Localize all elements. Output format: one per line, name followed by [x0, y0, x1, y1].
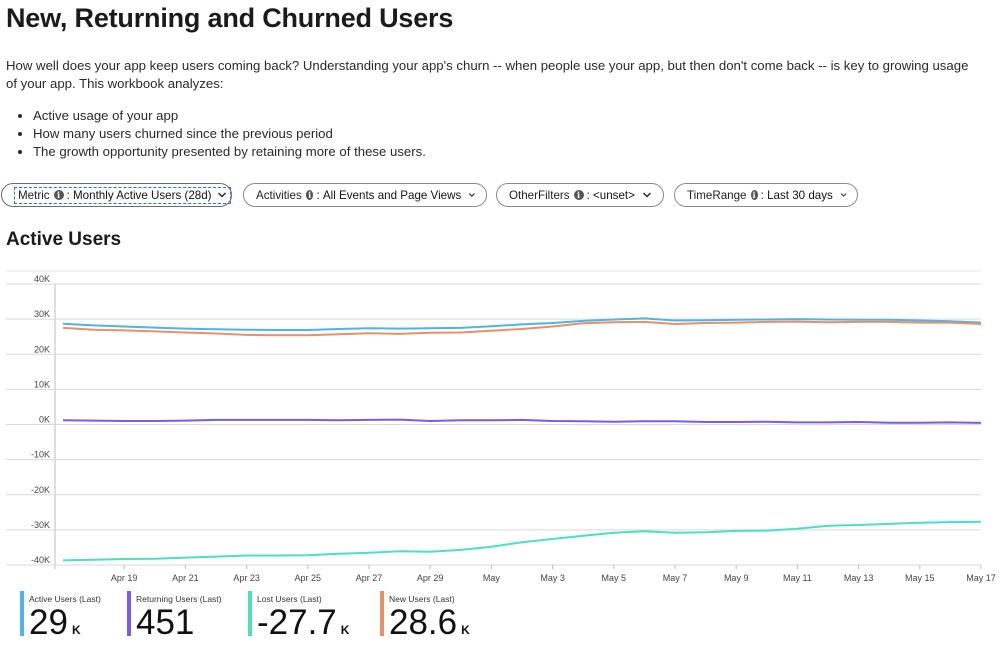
tile-color-bar: [20, 591, 24, 636]
x-tick-label: May 7: [663, 573, 688, 583]
x-tick-label: Apr 27: [356, 573, 383, 583]
otherfilters-parameter-dropdown[interactable]: OtherFilters i : <unset>: [496, 183, 664, 207]
returning-users-tile[interactable]: Returning Users (Last) 451: [127, 591, 245, 643]
activities-parameter-dropdown[interactable]: Activities i : All Events and Page Views: [243, 183, 487, 207]
tile-color-bar: [248, 591, 252, 636]
active-users-series-line: [62, 317, 982, 331]
lost-users-tile[interactable]: Lost Users (Last) -27.7 K: [248, 591, 378, 643]
lost-users-series-line: [62, 520, 982, 562]
tile-label: Returning Users (Last): [136, 594, 222, 604]
y-tick-label: 30K: [34, 309, 50, 319]
x-tick-label: May 15: [905, 573, 935, 583]
y-tick-label: -40K: [31, 555, 50, 565]
chevron-down-icon: [642, 192, 651, 198]
parameter-name: TimeRange: [687, 188, 747, 202]
section-title: Active Users: [6, 229, 122, 250]
tile-label: New Users (Last): [389, 594, 455, 604]
tile-unit: K: [461, 623, 470, 637]
info-icon[interactable]: i: [573, 190, 584, 200]
info-icon[interactable]: i: [305, 190, 314, 200]
active-users-tile[interactable]: Active Users (Last) 29 K: [20, 591, 125, 643]
chevron-down-icon: [217, 192, 226, 198]
parameter-name: Activities: [256, 188, 302, 202]
x-tick-label: May 5: [602, 573, 627, 583]
tile-unit: K: [340, 623, 350, 637]
chevron-down-icon: [469, 193, 476, 197]
y-tick-label: 0K: [39, 415, 50, 425]
y-tick-label: -30K: [31, 520, 50, 530]
intro-text: How well does your app keep users coming…: [6, 58, 969, 91]
new-users-tile[interactable]: New Users (Last) 28.6 K: [380, 591, 510, 643]
metric-parameter-dropdown[interactable]: Metric i : Monthly Active Users (28d): [1, 183, 232, 207]
tile-label: Lost Users (Last): [257, 594, 322, 604]
chart-series: [62, 317, 982, 562]
tile-color-bar: [380, 591, 384, 636]
parameter-name: OtherFilters: [509, 188, 570, 202]
analysis-bullet-list: Active usage of your app How many users …: [6, 107, 426, 161]
tile-color-bar: [127, 591, 131, 636]
page-title: New, Returning and Churned Users: [6, 3, 454, 33]
tile-value: 29: [29, 603, 68, 642]
chart-gridlines: [6, 283, 981, 569]
returning-users-series-line: [62, 418, 982, 424]
x-tick-label: Apr 25: [295, 573, 322, 583]
bullet-item: The growth opportunity presented by reta…: [33, 143, 426, 161]
x-axis-ticks: Apr 19 Apr 21 Apr 23 Apr 25 Apr 27 Apr 29 May M…: [111, 565, 996, 583]
y-tick-label: -20K: [31, 485, 50, 495]
x-tick-label: Apr 23: [233, 573, 260, 583]
x-tick-label: May 17: [966, 573, 996, 583]
x-tick-label: May 13: [844, 573, 874, 583]
parameter-value: Monthly Active Users (28d): [73, 188, 212, 202]
y-tick-label: 40K: [34, 274, 50, 284]
y-tick-label: -10K: [31, 450, 50, 460]
y-axis-ticks: 40K 30K 20K 10K 0K -10K -20K -30K -40K: [31, 274, 50, 565]
y-tick-label: 10K: [34, 379, 50, 389]
x-tick-label: May: [483, 573, 501, 583]
tile-value: 451: [136, 603, 195, 642]
y-tick-label: 20K: [34, 344, 50, 354]
parameter-value: All Events and Page Views: [322, 188, 462, 202]
info-icon[interactable]: i: [750, 190, 758, 200]
tile-label: Active Users (Last): [29, 594, 101, 604]
parameter-value: Last 30 days: [767, 188, 833, 202]
tile-value: -27.7: [257, 603, 337, 642]
timerange-parameter-dropdown[interactable]: TimeRange i : Last 30 days: [674, 183, 858, 207]
x-tick-label: Apr 29: [417, 573, 444, 583]
parameter-value: <unset>: [593, 188, 635, 202]
bullet-item: How many users churned since the previou…: [33, 125, 426, 143]
x-tick-label: May 3: [540, 573, 565, 583]
bullet-item: Active usage of your app: [33, 107, 426, 125]
tile-unit: K: [71, 623, 81, 637]
x-tick-label: Apr 21: [172, 573, 199, 583]
tile-value: 28.6: [389, 603, 458, 642]
x-tick-label: Apr 19: [111, 573, 138, 583]
parameter-name: Metric: [18, 188, 50, 202]
chevron-down-icon: [840, 193, 847, 197]
x-tick-label: May 9: [724, 573, 749, 583]
x-tick-label: May 11: [783, 573, 812, 583]
new-users-series-line: [62, 320, 982, 337]
info-icon[interactable]: i: [53, 190, 64, 200]
